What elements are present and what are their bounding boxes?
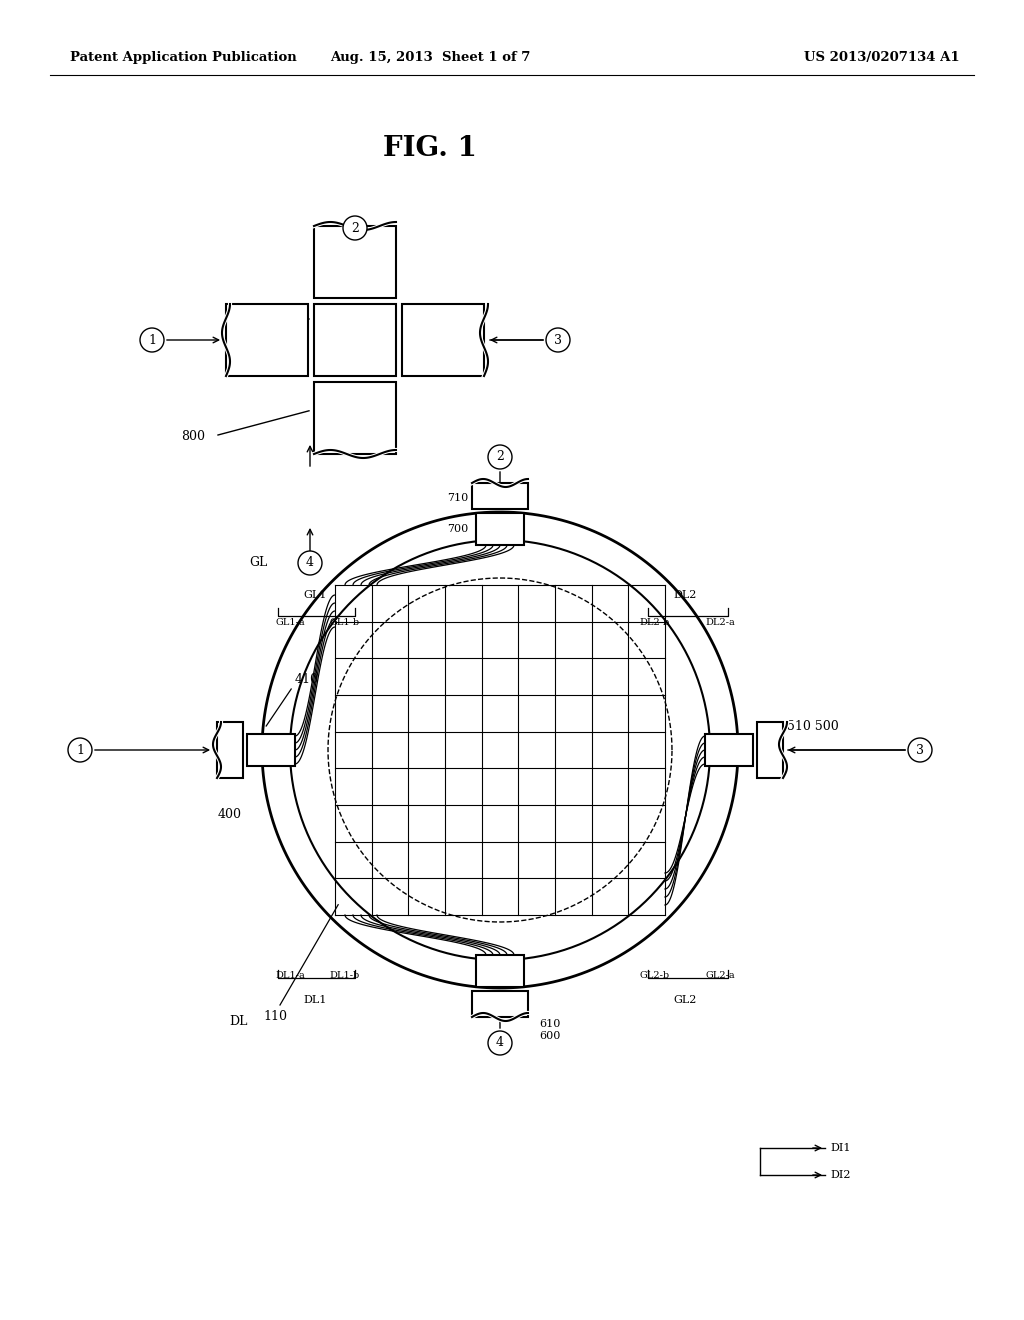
Text: 600: 600	[539, 1031, 560, 1041]
Text: FIG. 1: FIG. 1	[383, 135, 477, 161]
Text: 3: 3	[916, 743, 924, 756]
Text: 400: 400	[218, 808, 242, 821]
Bar	[247, 734, 295, 766]
Bar	[757, 722, 783, 777]
Circle shape	[908, 738, 932, 762]
Circle shape	[140, 327, 164, 352]
Text: 110: 110	[263, 1010, 287, 1023]
Text: DL1: DL1	[303, 995, 327, 1005]
Text: 4: 4	[306, 557, 314, 569]
Text: DL2-a: DL2-a	[706, 618, 735, 627]
Bar	[226, 304, 308, 376]
Text: DI1: DI1	[830, 1143, 851, 1152]
Bar	[472, 991, 528, 1016]
Text: 810: 810	[226, 312, 250, 325]
Text: 4: 4	[496, 1036, 504, 1049]
Bar	[476, 513, 524, 545]
Text: US 2013/0207134 A1: US 2013/0207134 A1	[805, 51, 961, 65]
Text: GL1: GL1	[303, 590, 327, 601]
Bar	[705, 734, 753, 766]
Circle shape	[298, 550, 322, 576]
Text: GL: GL	[250, 557, 268, 569]
Bar	[314, 381, 396, 454]
Text: 800: 800	[181, 430, 205, 444]
Bar	[314, 226, 396, 298]
Text: GL1-b: GL1-b	[330, 618, 360, 627]
Bar	[472, 483, 528, 510]
Text: DL: DL	[229, 1015, 248, 1028]
Text: GL2: GL2	[674, 995, 696, 1005]
Text: 2: 2	[351, 222, 359, 235]
Text: GL2-b: GL2-b	[640, 972, 670, 979]
Text: GL1-a: GL1-a	[275, 618, 305, 627]
Text: 410: 410	[294, 673, 318, 686]
Text: DI2: DI2	[830, 1170, 851, 1180]
Circle shape	[290, 540, 710, 960]
Bar	[476, 954, 524, 987]
Text: 610: 610	[539, 1019, 560, 1030]
Text: 1: 1	[76, 743, 84, 756]
Text: DL1-b: DL1-b	[330, 972, 360, 979]
Text: DL2: DL2	[674, 590, 696, 601]
Text: DL2-b: DL2-b	[640, 618, 670, 627]
Text: DL1-a: DL1-a	[275, 972, 305, 979]
Text: GL2-a: GL2-a	[706, 972, 735, 979]
Bar	[314, 304, 396, 376]
Text: 700: 700	[446, 524, 468, 535]
Text: Patent Application Publication: Patent Application Publication	[70, 51, 297, 65]
Circle shape	[343, 216, 367, 240]
Circle shape	[488, 445, 512, 469]
Bar	[402, 304, 484, 376]
Text: Aug. 15, 2013  Sheet 1 of 7: Aug. 15, 2013 Sheet 1 of 7	[330, 51, 530, 65]
Text: 3: 3	[554, 334, 562, 346]
Text: 510 500: 510 500	[787, 719, 839, 733]
Circle shape	[68, 738, 92, 762]
Text: 2: 2	[496, 450, 504, 463]
Text: 710: 710	[446, 492, 468, 503]
Circle shape	[488, 1031, 512, 1055]
Circle shape	[546, 327, 570, 352]
Bar	[217, 722, 243, 777]
Text: 1: 1	[148, 334, 156, 346]
